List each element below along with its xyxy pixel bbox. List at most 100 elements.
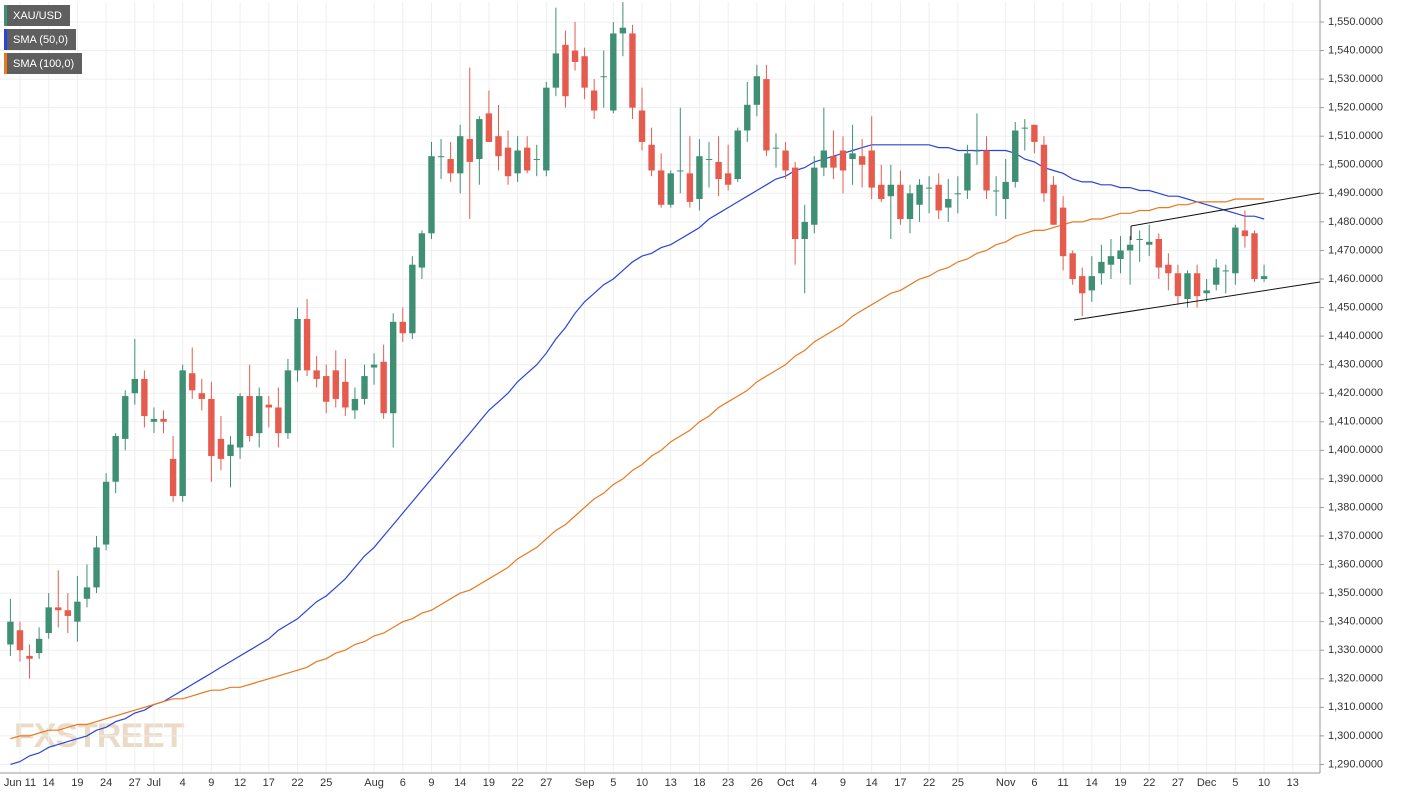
candle-body [973,150,981,152]
y-tick-label: 1,490.0000 [1328,187,1383,199]
candle-body [83,587,91,599]
candle-body [1059,207,1067,257]
candle-body [1222,270,1229,272]
candle-body [983,150,990,191]
candle-body [227,444,234,457]
candle-body [447,159,454,174]
x-tick-label: 9 [428,777,434,789]
candle-body [93,547,100,588]
y-tick-label: 1,530.0000 [1328,73,1383,85]
legend-item: SMA (50,0) [4,29,77,50]
candle-body [581,56,588,88]
candle-body [562,44,569,97]
y-tick-label: 1,450.0000 [1328,301,1383,313]
candle-body [849,153,856,160]
candle-body [629,33,636,108]
candle-body [1107,256,1115,265]
candle-body [294,318,301,371]
x-tick-label: 27 [129,777,141,789]
x-tick-label: 19 [1114,777,1126,789]
y-tick-label: 1,480.0000 [1328,216,1383,228]
y-tick-label: 1,290.0000 [1328,758,1383,770]
x-tick-label: 22 [511,777,523,789]
candle-body [179,370,186,497]
y-tick-label: 1,380.0000 [1328,501,1383,513]
x-tick-label: Nov [996,777,1016,789]
x-tick-label: 17 [894,777,906,789]
x-tick-label: 6 [400,777,406,789]
x-tick-label: 24 [100,777,112,789]
x-tick-label: 14 [43,777,55,789]
x-tick-label: 22 [923,777,935,789]
legend: XAU/USD SMA (50,0) SMA (100,0) [4,5,83,77]
x-tick-label: Jun 11 [4,777,36,789]
x-tick-label: 19 [483,777,495,789]
x-tick-label: 23 [722,777,734,789]
candle-body [600,76,607,78]
x-tick-label: 25 [320,777,332,789]
candle-body [619,27,627,34]
candle-body [763,79,770,151]
candle-body [370,364,378,368]
x-tick-label: 12 [234,777,246,789]
candle-body [1241,230,1249,237]
y-tick-label: 1,540.0000 [1328,44,1383,56]
legend-item: SMA (100,0) [4,53,83,74]
candle-body [571,50,579,62]
trend-line [1073,281,1321,321]
y-tick-label: 1,460.0000 [1328,273,1383,285]
x-tick-label: 9 [208,777,214,789]
x-tick-label: 13 [665,777,677,789]
candle-body [361,376,368,399]
candle-body [131,378,139,394]
x-tick-label: Oct [777,777,794,789]
candle-body [246,396,253,437]
candle-body [925,187,933,189]
candle-body [55,607,62,611]
x-tick-label: 13 [1287,777,1299,789]
candle-body [543,87,550,171]
candle-body [332,370,339,399]
y-tick-label: 1,320.0000 [1328,673,1383,685]
candle-body [141,378,148,417]
candle-body [638,110,646,142]
x-tick-label: 5 [610,777,616,789]
candle-body [1155,239,1162,268]
candle-body [1021,127,1029,129]
candle-body [820,150,828,168]
candle-body [1002,181,1009,200]
y-tick-label: 1,440.0000 [1328,330,1383,342]
y-tick-label: 1,410.0000 [1328,416,1383,428]
x-tick-label: Aug [364,777,384,789]
candle-body [734,130,741,180]
candle-body [380,361,387,414]
candle-body [1117,250,1124,259]
candle-body [868,150,875,188]
candle-body [466,139,473,162]
candle-body [753,76,761,105]
candle-body [696,156,703,200]
y-tick-label: 1,520.0000 [1328,102,1383,114]
candle-body [1012,130,1019,182]
candle-body [189,373,196,391]
x-tick-label: 14 [866,777,878,789]
candle-body [954,193,962,195]
candle-body [409,264,416,334]
candle-body [456,136,464,174]
candle-body [992,190,1000,192]
candle-body [1174,273,1182,297]
candle-body [648,144,655,171]
y-tick-label: 1,550.0000 [1328,16,1383,28]
candle-body [504,147,512,177]
candle-body [150,418,158,422]
legend-swatch [4,5,7,26]
legend-swatch [4,53,7,74]
candle-body [906,193,914,220]
x-tick-label: 14 [1086,777,1098,789]
x-tick-label: 25 [952,777,964,789]
y-tick-label: 1,500.0000 [1328,159,1383,171]
candle-body [858,156,866,165]
legend-label: SMA (100,0) [13,57,75,70]
